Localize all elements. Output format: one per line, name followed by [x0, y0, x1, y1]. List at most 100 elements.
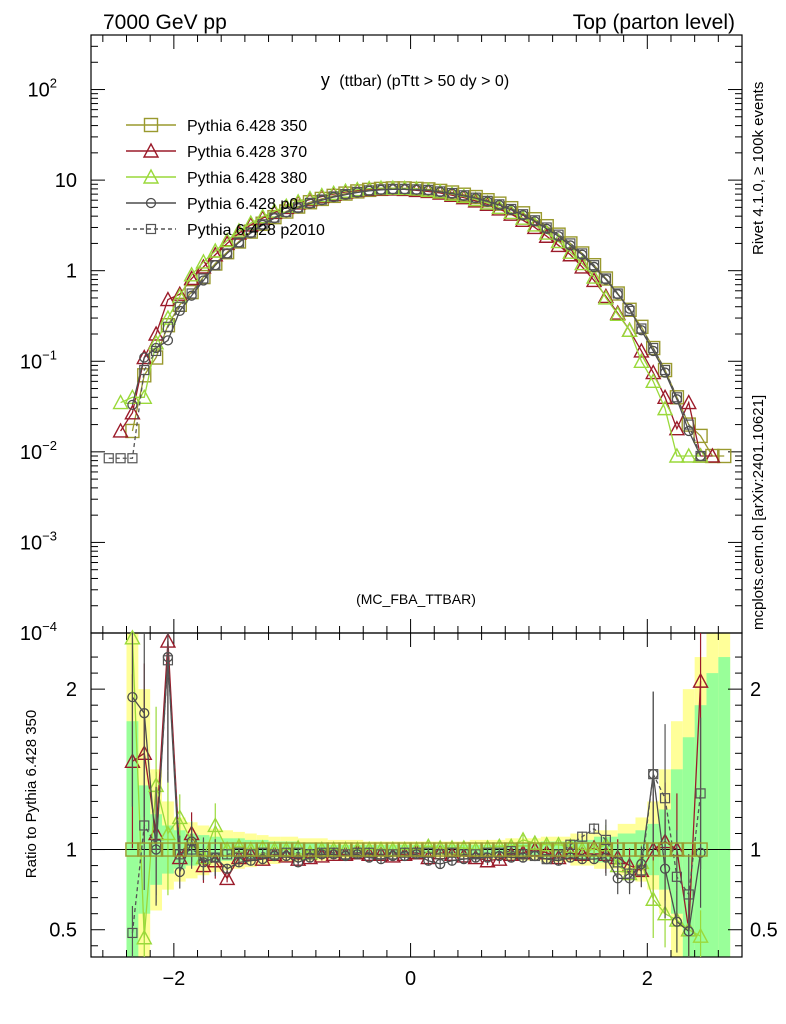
ratio-s1-point — [514, 831, 532, 847]
main-s2-point — [337, 182, 354, 198]
ratio-reference-point — [503, 842, 519, 857]
main-s4-point — [683, 419, 694, 430]
ratio-s3-series — [127, 633, 706, 957]
ratio-s3-point — [387, 849, 398, 860]
ratio-reference-point — [279, 842, 294, 857]
ratio-reference-point — [421, 842, 436, 857]
ratio-reference-point — [184, 842, 199, 857]
main-s2-point — [668, 447, 686, 463]
legend-marker — [145, 223, 157, 235]
main-s2-point — [597, 289, 615, 305]
main-s4-point — [139, 364, 150, 376]
main-s4-point — [293, 202, 304, 213]
ratio-s3-point — [293, 847, 304, 858]
ratio-s3-point — [470, 849, 481, 860]
main-s4-point — [529, 215, 540, 226]
main-y-tick-label: 10−2 — [20, 438, 57, 464]
main-s2-point — [621, 321, 638, 337]
ratio-s1-point — [159, 825, 177, 841]
main-s4-point — [435, 186, 446, 197]
legend-label: Pythia 6.428 370 — [187, 144, 307, 161]
main-y-tick-exponent: −3 — [42, 528, 57, 543]
ratio-reference-point — [208, 842, 223, 857]
ratio-reference-point — [373, 842, 389, 857]
main-s4-point — [600, 273, 611, 284]
main-y-tick-label: 10−3 — [20, 528, 57, 554]
rivet-label: Rivet 4.1.0, ≥ 100k events — [750, 82, 767, 255]
ratio-s3-point — [659, 793, 671, 804]
ratio-reference-point — [219, 842, 235, 857]
ratio-y-tick-label-right: 2 — [750, 679, 761, 701]
ratio-s3-point — [695, 788, 706, 799]
main-s1-point — [183, 270, 200, 286]
ratio-reference-point — [551, 842, 566, 857]
main-s2-point — [207, 242, 224, 258]
ratio-reference-point — [385, 842, 401, 857]
ratio-s0-series — [124, 632, 709, 957]
ratio-reference-point — [444, 842, 460, 857]
main-s0-point — [693, 428, 708, 444]
ratio-s3-point — [482, 847, 493, 858]
main-s4-point — [352, 186, 363, 198]
main-title: y (ttbar) (pTtt > 50 dy > 0) — [321, 70, 509, 90]
main-s4-point — [506, 203, 517, 215]
ratio-s3-point — [541, 854, 552, 865]
main-s1-point — [645, 364, 662, 380]
main-s1-point — [147, 325, 165, 341]
main-s4-point — [375, 184, 387, 195]
main-title-rest: (ttbar) (pTtt > 50 dy > 0) — [339, 73, 509, 90]
band-green-segment — [706, 673, 719, 957]
main-s0-point — [231, 234, 247, 249]
ratio-s3-point — [139, 820, 150, 831]
ratio-s0-point — [218, 869, 236, 886]
ratio-s2-point — [233, 857, 245, 868]
ratio-reference-point — [527, 842, 543, 857]
main-s4-point — [411, 184, 422, 195]
ratio-s3-point — [364, 847, 375, 858]
ratio-s3-point — [186, 844, 197, 855]
ratio-s3-point — [340, 849, 351, 860]
main-s4-point — [162, 321, 174, 332]
ratio-reference-point — [515, 842, 531, 857]
main-s0-point — [219, 245, 235, 260]
ratio-reference-point — [409, 842, 424, 857]
legend-label: Pythia 6.428 380 — [187, 170, 307, 187]
ratio-reference-point — [338, 842, 353, 857]
main-y-tick-label: 102 — [28, 76, 57, 102]
main-s2-point — [692, 447, 709, 463]
legend-marker — [143, 117, 159, 133]
main-s0-point — [610, 286, 625, 301]
main-s0-point — [622, 302, 637, 318]
main-s4-point — [103, 453, 114, 464]
main-s2-point — [633, 352, 650, 368]
ratio-reference-point — [231, 842, 247, 857]
main-s4-point — [553, 229, 564, 240]
main-s1-point — [597, 287, 615, 304]
ratio-s3-point — [683, 889, 694, 900]
ratio-reference-point — [196, 842, 211, 857]
main-s4-point — [340, 189, 351, 200]
ratio-s2-line — [131, 657, 702, 933]
main-s2-point — [195, 253, 212, 269]
main-s0-point — [184, 284, 199, 300]
ratio-s3-point — [565, 839, 576, 850]
main-s2-point — [680, 447, 697, 463]
main-y-tick-label: 10 — [55, 170, 77, 192]
main-s0-point — [598, 271, 614, 286]
watermark: (MC_FBA_TTBAR) — [356, 591, 476, 607]
main-s1-point — [124, 404, 141, 420]
main-s1-point — [668, 420, 686, 436]
ratio-reference-point — [669, 842, 685, 857]
main-s2-point — [574, 255, 591, 271]
ratio-reference-point — [681, 842, 696, 857]
ratio-reference-point — [586, 842, 602, 857]
ratio-s1-point — [656, 905, 674, 921]
ratio-s3-point — [375, 849, 387, 860]
main-s2-point — [585, 268, 603, 284]
ratio-y-tick-label: 1 — [66, 840, 77, 862]
ratio-s3-point — [636, 865, 647, 876]
ratio-s2-point — [292, 857, 304, 868]
main-s1-point — [242, 216, 259, 232]
main-y-tick-label: 1 — [66, 261, 77, 283]
main-s4-point — [671, 392, 683, 403]
